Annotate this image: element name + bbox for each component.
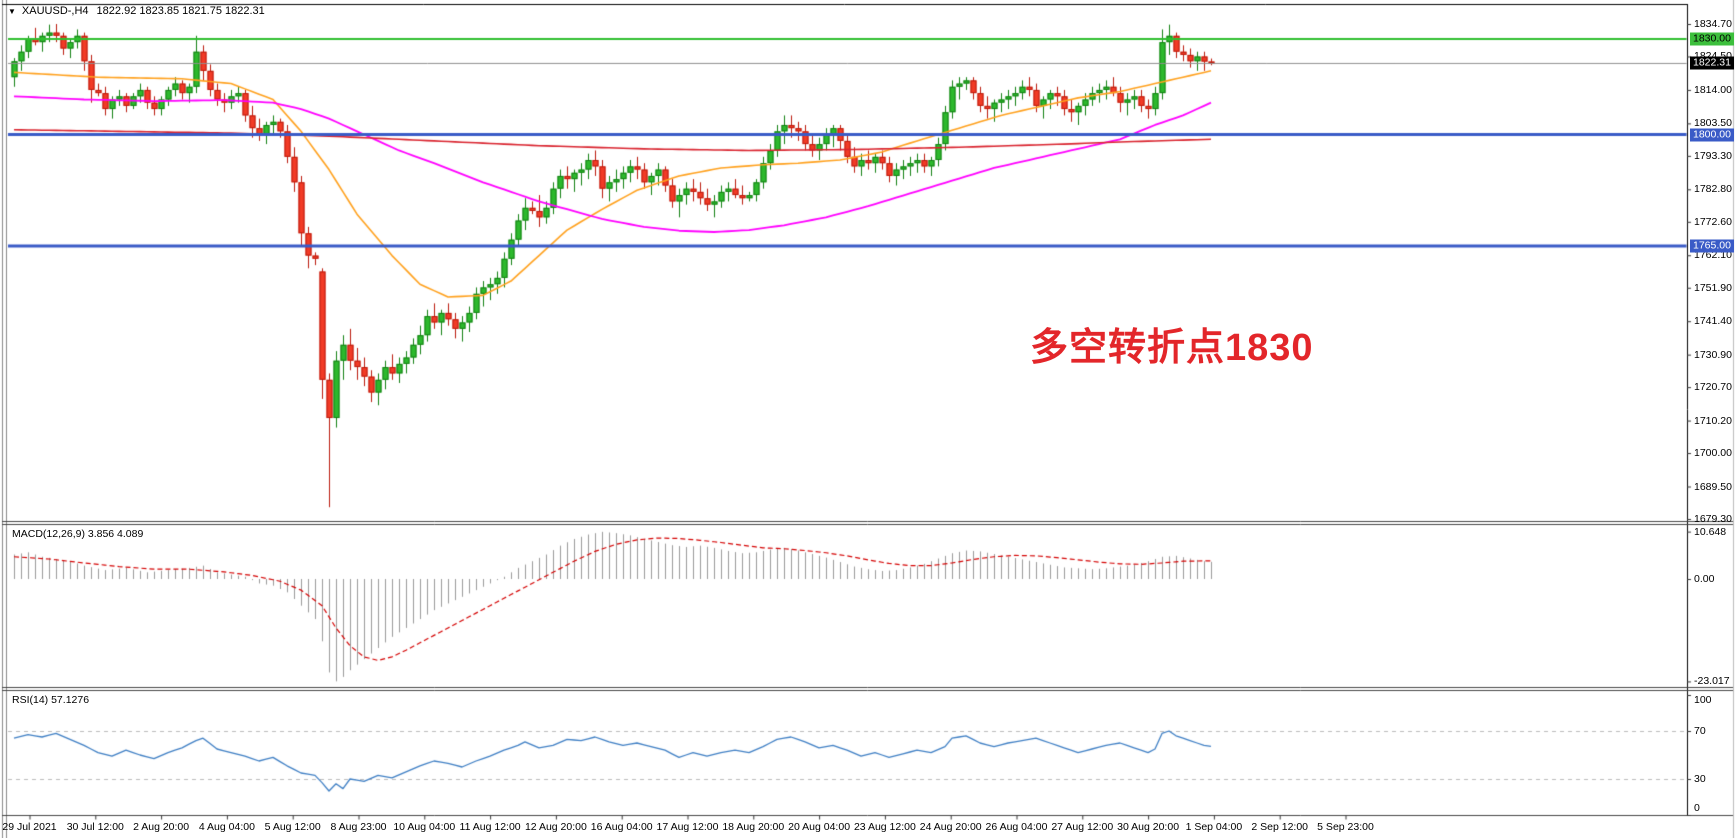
date-tick-label: 29 Jul 2021	[2, 821, 57, 833]
hline-price-label-blue: 1800.00	[1690, 128, 1734, 142]
rsi-indicator-label: RSI(14) 57.1276	[12, 694, 90, 706]
price-tick-label: 1751.90	[1694, 281, 1732, 294]
date-tick-label: 18 Aug 20:00	[722, 821, 785, 833]
date-tick-label: 5 Sep 23:00	[1317, 821, 1374, 833]
date-tick-label: 30 Aug 20:00	[1117, 821, 1180, 833]
price-tick-label: 1730.90	[1694, 348, 1732, 361]
date-tick-label: 5 Aug 12:00	[264, 821, 321, 833]
macd-tick-label: -23.017	[1694, 675, 1730, 688]
price-tick-label: 1741.40	[1694, 315, 1732, 328]
macd-tick-label: 10.648	[1694, 525, 1727, 538]
price-tick-label: 1834.70	[1694, 18, 1732, 30]
symbol-period-label: XAUUSD-,H4	[21, 5, 89, 17]
hline-price-label-blue: 1765.00	[1690, 239, 1734, 253]
date-tick-label: 23 Aug 12:00	[853, 821, 916, 833]
date-tick-label: 26 Aug 04:00	[985, 821, 1048, 833]
price-tick-label: 1782.80	[1694, 183, 1732, 196]
date-tick-label: 4 Aug 04:00	[198, 821, 255, 833]
rsi-tick-label: 0	[1694, 802, 1700, 814]
date-tick-label: 30 Jul 12:00	[66, 821, 124, 833]
date-tick-label: 11 Aug 12:00	[459, 821, 521, 833]
price-tick-label: 1803.50	[1694, 117, 1732, 130]
bid-price-label: 1822.31	[1690, 56, 1734, 70]
price-tick-label: 1793.30	[1694, 149, 1732, 162]
date-tick-label: 1 Sep 04:00	[1185, 821, 1243, 833]
price-tick-label: 1772.60	[1694, 215, 1732, 228]
date-tick-label: 2 Sep 12:00	[1251, 821, 1309, 833]
rsi-tick-label: 30	[1694, 773, 1706, 785]
price-tick-label: 1814.00	[1694, 83, 1732, 96]
rsi-tick-label: 100	[1694, 694, 1712, 706]
date-tick-label: 12 Aug 20:00	[524, 821, 587, 833]
rsi-tick-label: 70	[1694, 725, 1706, 737]
symbol-header: ▼ XAUUSD-,H4 1822.92 1823.85 1821.75 1822.…	[8, 5, 265, 17]
date-tick-label: 2 Aug 20:00	[133, 821, 190, 833]
date-tick-label: 16 Aug 04:00	[590, 821, 653, 833]
date-tick-label: 27 Aug 12:00	[1051, 821, 1114, 833]
price-tick-label: 1679.30	[1694, 512, 1732, 525]
date-tick-label: 20 Aug 04:00	[788, 821, 851, 833]
date-tick-label: 24 Aug 20:00	[919, 821, 982, 833]
macd-tick-label: 0.00	[1694, 573, 1715, 585]
price-tick-label: 1689.50	[1694, 480, 1732, 493]
chevron-down-icon[interactable]: ▼	[8, 7, 16, 16]
date-tick-label: 17 Aug 12:00	[656, 821, 719, 833]
time-axis[interactable]: 29 Jul 2021 30 Jul 12:00 2 Aug 20:00 4 Aug …	[0, 816, 1735, 838]
price-tick-label: 1710.20	[1694, 414, 1732, 427]
date-tick-label: 8 Aug 23:00	[330, 821, 387, 833]
price-tick-label: 1700.00	[1694, 447, 1732, 460]
ohlc-values: 1822.92 1823.85 1821.75 1822.31	[96, 5, 265, 17]
hline-price-label-green: 1830.00	[1690, 32, 1734, 46]
price-tick-label: 1720.70	[1694, 381, 1732, 394]
macd-indicator-label: MACD(12,26,9) 3.856 4.089	[12, 528, 144, 540]
chart-text-annotation[interactable]: 多空转折点1830	[1030, 327, 1314, 369]
date-tick-label: 10 Aug 04:00	[393, 821, 456, 833]
price-axis[interactable]: 1834.701824.501814.001803.501793.301782.…	[1687, 0, 1735, 815]
